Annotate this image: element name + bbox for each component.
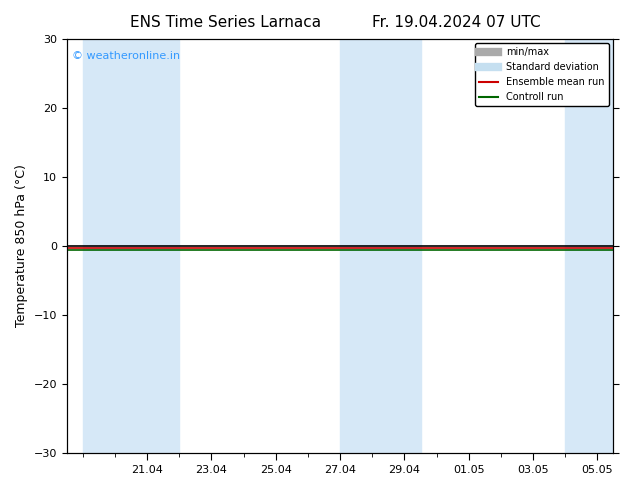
Text: Fr. 19.04.2024 07 UTC: Fr. 19.04.2024 07 UTC: [372, 15, 541, 30]
Legend: min/max, Standard deviation, Ensemble mean run, Controll run: min/max, Standard deviation, Ensemble me…: [475, 44, 609, 106]
Bar: [340, 39, 420, 453]
Text: © weatheronline.in: © weatheronline.in: [72, 51, 180, 61]
Bar: [83, 39, 179, 453]
Text: ENS Time Series Larnaca: ENS Time Series Larnaca: [129, 15, 321, 30]
Y-axis label: Temperature 850 hPa (°C): Temperature 850 hPa (°C): [15, 165, 28, 327]
Bar: [565, 39, 614, 453]
